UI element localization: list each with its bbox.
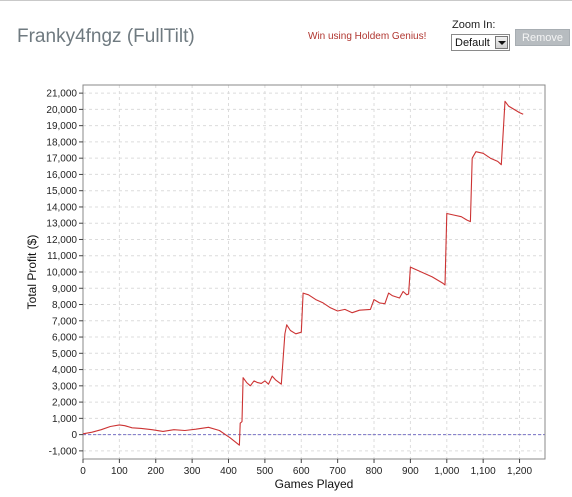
zoom-label: Zoom In: [452, 19, 496, 31]
chart-grid [82, 85, 545, 459]
zoom-select[interactable]: Default [451, 34, 510, 51]
x-tick-label: 0 [80, 466, 86, 477]
y-tick-label: 11,000 [47, 251, 77, 262]
y-tick-label: 21,000 [46, 89, 77, 100]
y-tick-label: 8,000 [52, 300, 77, 311]
y-tick-label: 17,000 [46, 154, 77, 165]
x-tick-label: 500 [257, 466, 274, 477]
y-tick-label: 15,000 [46, 186, 77, 197]
y-axis: -1,000 0 1,000 2,000 3,000 4,000 5,000 6,000 7,0… [46, 89, 83, 457]
x-tick-label: 1,200 [507, 466, 532, 477]
x-tick-label: 600 [293, 466, 310, 477]
x-tick-label: 100 [111, 466, 128, 477]
y-tick-label: 12,000 [46, 235, 77, 246]
series-line [82, 100, 524, 446]
y-tick-label: 5,000 [52, 349, 77, 360]
y-tick-label: 18,000 [46, 137, 77, 148]
x-tick-label: 200 [147, 466, 164, 477]
x-tick-label: 800 [366, 466, 383, 477]
top-divider [0, 0, 572, 1]
y-tick-label: 9,000 [52, 284, 77, 295]
page-title: Franky4fngz (FullTilt) [17, 26, 195, 47]
y-tick-label: 0 [71, 430, 77, 441]
y-axis-title: Total Profit ($) [25, 235, 39, 310]
remove-button[interactable]: Remove [515, 29, 570, 46]
y-tick-label: 3,000 [52, 381, 77, 392]
y-tick-label: 1,000 [52, 414, 77, 425]
y-tick-label: 16,000 [46, 170, 77, 181]
x-axis-title: Games Played [275, 477, 354, 491]
x-axis: 0 100 200 300 400 500 600 700 800 900 1,000 1,100 1,… [80, 459, 532, 477]
promo-link[interactable]: Win using Holdem Genius! [308, 31, 427, 42]
y-tick-label: 13,000 [46, 219, 77, 230]
y-tick-label: -1,000 [49, 446, 78, 457]
y-tick-label: 7,000 [52, 316, 77, 327]
y-tick-label: 2,000 [52, 398, 77, 409]
y-tick-label: 6,000 [52, 333, 77, 344]
y-tick-label: 14,000 [46, 202, 77, 213]
y-tick-label: 20,000 [46, 105, 77, 116]
chevron-down-icon[interactable] [495, 36, 508, 49]
y-tick-label: 19,000 [46, 121, 77, 132]
x-tick-label: 1,000 [434, 466, 459, 477]
x-tick-label: 400 [220, 466, 237, 477]
y-tick-label: 4,000 [52, 365, 77, 376]
x-tick-label: 300 [184, 466, 201, 477]
x-tick-label: 1,100 [471, 466, 496, 477]
y-tick-label: 10,000 [46, 268, 77, 279]
zoom-select-value: Default [455, 37, 490, 49]
x-tick-label: 700 [329, 466, 346, 477]
x-tick-label: 900 [402, 466, 419, 477]
